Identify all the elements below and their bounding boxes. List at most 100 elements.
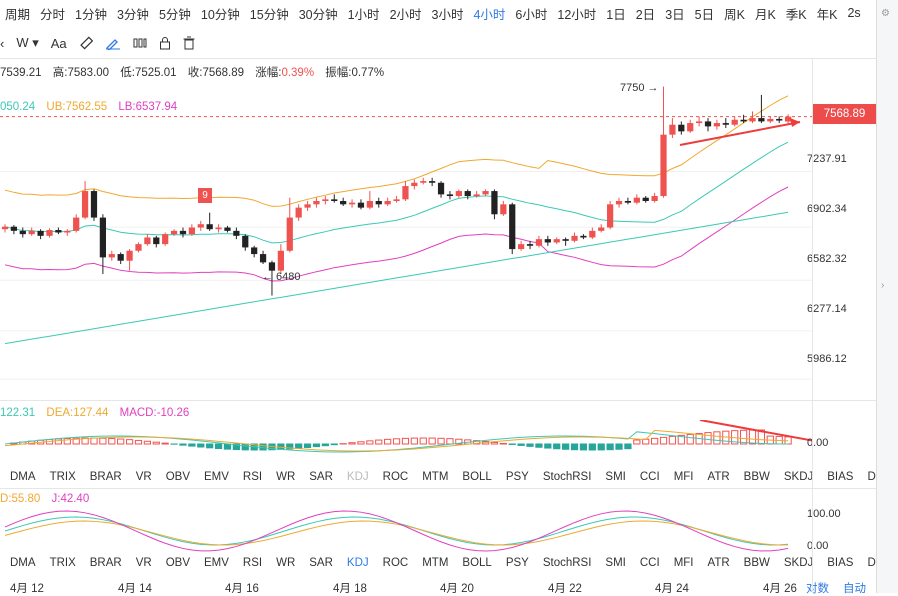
indicator-tab-brar[interactable]: BRAR: [90, 557, 122, 575]
indicator-tab-mfi[interactable]: MFI: [674, 471, 694, 489]
period-6[interactable]: 15分钟: [245, 4, 294, 23]
candle-body: [109, 254, 115, 257]
indicator-tab-dma[interactable]: DMA: [10, 471, 36, 489]
candle-body: [571, 236, 577, 241]
period-1[interactable]: 分时: [35, 4, 70, 23]
macd-bar: [625, 444, 631, 449]
indicator-tab-bias[interactable]: BIAS: [827, 557, 853, 575]
brush-icon[interactable]: [105, 36, 121, 50]
period-2[interactable]: 1分钟: [70, 4, 112, 23]
indicator-tab-brar[interactable]: BRAR: [90, 471, 122, 489]
period-15[interactable]: 2日: [631, 4, 660, 23]
period-7[interactable]: 30分钟: [294, 4, 343, 23]
period-16[interactable]: 3日: [660, 4, 689, 23]
indicator-tab-mfi[interactable]: MFI: [674, 557, 694, 575]
auto-scale-button[interactable]: 自动: [843, 580, 866, 596]
indicator-tab-psy[interactable]: PSY: [506, 471, 529, 489]
candle-body: [376, 201, 382, 204]
indicator-tab-rsi[interactable]: RSI: [243, 471, 262, 489]
trash-icon[interactable]: [183, 36, 195, 50]
indicator-tab-dma[interactable]: DMA: [10, 557, 36, 575]
period-12[interactable]: 6小时: [510, 4, 552, 23]
kdj-chart[interactable]: [0, 505, 812, 557]
event-badge[interactable]: 9: [198, 188, 212, 203]
period-11[interactable]: 4小时: [468, 4, 510, 23]
period-5[interactable]: 10分钟: [196, 4, 245, 23]
indicator-tab-psy[interactable]: PSY: [506, 557, 529, 575]
candle-body: [118, 254, 124, 261]
candle-body: [545, 239, 551, 242]
pen-style-icon[interactable]: W ▾: [16, 35, 38, 51]
indicator-tab-smi[interactable]: SMI: [605, 471, 625, 489]
macd-bar: [144, 441, 150, 444]
indicator-tab-wr[interactable]: WR: [276, 471, 295, 489]
indicator-tab-mtm[interactable]: MTM: [422, 557, 448, 575]
period-14[interactable]: 1日: [601, 4, 630, 23]
indicator-tab-emv[interactable]: EMV: [204, 471, 229, 489]
period-3[interactable]: 3分钟: [112, 4, 154, 23]
indicator-tab-mtm[interactable]: MTM: [422, 471, 448, 489]
settings-icon[interactable]: ⚙: [881, 8, 890, 19]
indicator-tab-trix[interactable]: TRIX: [50, 471, 76, 489]
indicator-tab-boll[interactable]: BOLL: [462, 471, 491, 489]
indicator-tab-obv[interactable]: OBV: [166, 471, 190, 489]
candle-body: [687, 123, 693, 131]
indicator-tab-vr[interactable]: VR: [136, 557, 152, 575]
period-9[interactable]: 2小时: [385, 4, 427, 23]
indicator-tab-bbw[interactable]: BBW: [744, 471, 770, 489]
indicator-tab-emv[interactable]: EMV: [204, 557, 229, 575]
ruler-icon[interactable]: [79, 36, 93, 50]
collapse-arrow-icon[interactable]: ›: [881, 280, 884, 291]
indicator-tab-bbw[interactable]: BBW: [744, 557, 770, 575]
candlestick-chart[interactable]: [0, 60, 812, 400]
period-13[interactable]: 12小时: [552, 4, 601, 23]
text-tool-button[interactable]: Aa: [51, 36, 67, 51]
indicator-tab-trix[interactable]: TRIX: [50, 557, 76, 575]
macd-bar: [634, 440, 640, 444]
candle-body: [64, 231, 70, 233]
candle-style-icon[interactable]: [133, 36, 147, 50]
macd-dea-line: [5, 430, 788, 451]
period-4[interactable]: 5分钟: [154, 4, 196, 23]
macd-bar: [438, 438, 444, 444]
indicator-tab-rsi[interactable]: RSI: [243, 557, 262, 575]
indicator-tab-kdj[interactable]: KDJ: [347, 471, 369, 489]
indicator-tab-roc[interactable]: ROC: [383, 557, 409, 575]
indicator-tab-atr[interactable]: ATR: [708, 557, 730, 575]
indicator-tab-skdj[interactable]: SKDJ: [784, 471, 813, 489]
macd-bar: [580, 444, 586, 450]
period-19[interactable]: 月K: [750, 4, 781, 23]
period-22[interactable]: 2s: [842, 6, 865, 20]
indicator-tab-cci[interactable]: CCI: [640, 471, 660, 489]
indicator-tab-atr[interactable]: ATR: [708, 471, 730, 489]
candle-body: [536, 239, 542, 246]
indicator-tab-kdj[interactable]: KDJ: [347, 557, 369, 575]
period-21[interactable]: 年K: [812, 4, 843, 23]
period-17[interactable]: 5日: [690, 4, 719, 23]
date-tick: 4月 24: [655, 580, 689, 596]
indicator-tab-vr[interactable]: VR: [136, 471, 152, 489]
period-20[interactable]: 季K: [781, 4, 812, 23]
chevron-left-icon[interactable]: ‹: [0, 36, 4, 51]
indicator-tab-stochrsi[interactable]: StochRSI: [543, 471, 592, 489]
indicator-tab-sar[interactable]: SAR: [309, 557, 333, 575]
period-8[interactable]: 1小时: [343, 4, 385, 23]
indicator-tab-skdj[interactable]: SKDJ: [784, 557, 813, 575]
candle-body: [447, 194, 453, 196]
log-scale-button[interactable]: 对数: [806, 580, 829, 596]
indicator-tab-stochrsi[interactable]: StochRSI: [543, 557, 592, 575]
macd-chart[interactable]: [0, 420, 812, 468]
period-18[interactable]: 周K: [719, 4, 750, 23]
indicator-tab-bias[interactable]: BIAS: [827, 471, 853, 489]
indicator-tab-boll[interactable]: BOLL: [462, 557, 491, 575]
macd-dea-label: DEA:: [46, 407, 73, 419]
period-0[interactable]: 周期: [0, 4, 35, 23]
period-10[interactable]: 3小时: [427, 4, 469, 23]
indicator-tab-obv[interactable]: OBV: [166, 557, 190, 575]
indicator-tab-cci[interactable]: CCI: [640, 557, 660, 575]
lock-icon[interactable]: [159, 36, 171, 50]
indicator-tab-smi[interactable]: SMI: [605, 557, 625, 575]
indicator-tab-roc[interactable]: ROC: [383, 471, 409, 489]
indicator-tab-sar[interactable]: SAR: [309, 471, 333, 489]
indicator-tab-wr[interactable]: WR: [276, 557, 295, 575]
